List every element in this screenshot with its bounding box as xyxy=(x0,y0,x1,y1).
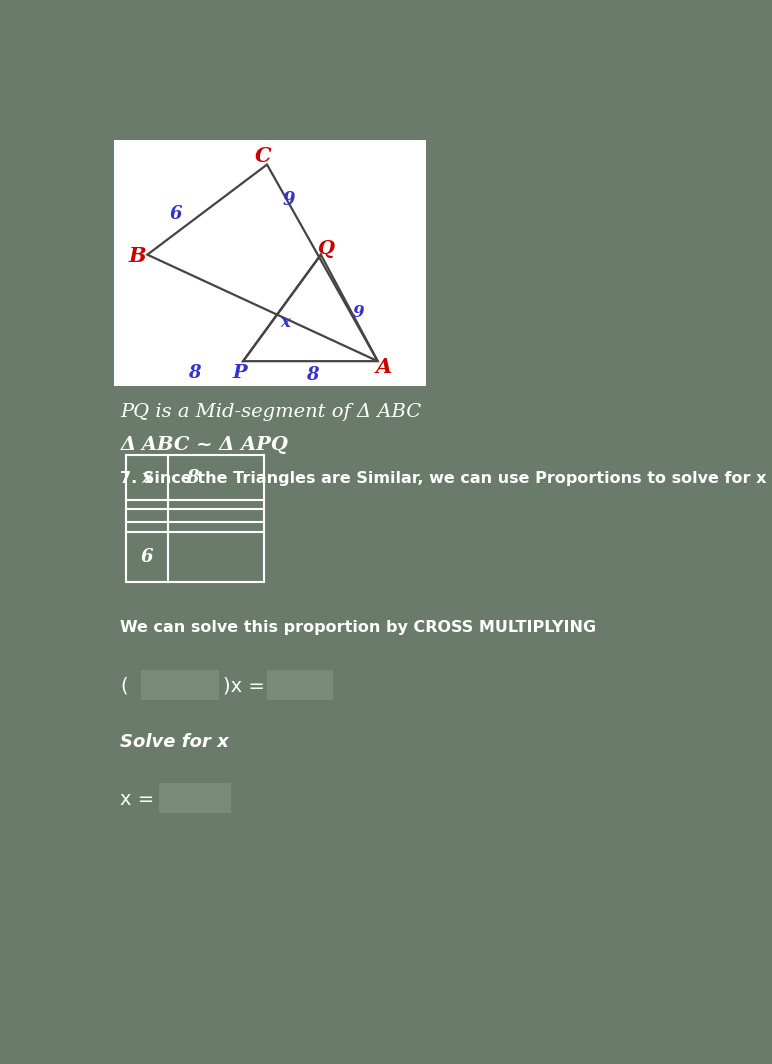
Text: )x =: )x = xyxy=(223,677,266,696)
Text: 6: 6 xyxy=(141,548,154,566)
FancyBboxPatch shape xyxy=(114,140,425,386)
Text: C: C xyxy=(255,147,271,166)
Text: 7. Since the Triangles are Similar, we can use Proportions to solve for x: 7. Since the Triangles are Similar, we c… xyxy=(120,471,767,486)
Text: B: B xyxy=(128,246,146,266)
Text: A: A xyxy=(375,356,392,377)
Text: x: x xyxy=(281,314,290,331)
Text: 9: 9 xyxy=(283,190,296,209)
Text: Δ ABC ~ Δ APQ: Δ ABC ~ Δ APQ xyxy=(120,436,288,453)
Text: 8: 8 xyxy=(185,468,198,486)
FancyBboxPatch shape xyxy=(141,670,219,699)
Text: x: x xyxy=(142,468,152,486)
Text: PQ is a Mid-segment of Δ ABC: PQ is a Mid-segment of Δ ABC xyxy=(120,403,422,421)
Text: We can solve this proportion by CROSS MULTIPLYING: We can solve this proportion by CROSS MU… xyxy=(120,620,597,635)
Text: 6: 6 xyxy=(170,204,182,222)
FancyBboxPatch shape xyxy=(267,670,333,699)
FancyBboxPatch shape xyxy=(159,783,231,813)
Text: 9: 9 xyxy=(352,303,364,320)
Text: Solve for x: Solve for x xyxy=(120,733,229,751)
Text: 8: 8 xyxy=(188,365,200,382)
Text: 8: 8 xyxy=(306,366,318,384)
Text: (: ( xyxy=(120,677,128,696)
Text: Q: Q xyxy=(317,240,334,257)
Text: x =: x = xyxy=(120,789,154,809)
Text: P: P xyxy=(233,365,247,382)
